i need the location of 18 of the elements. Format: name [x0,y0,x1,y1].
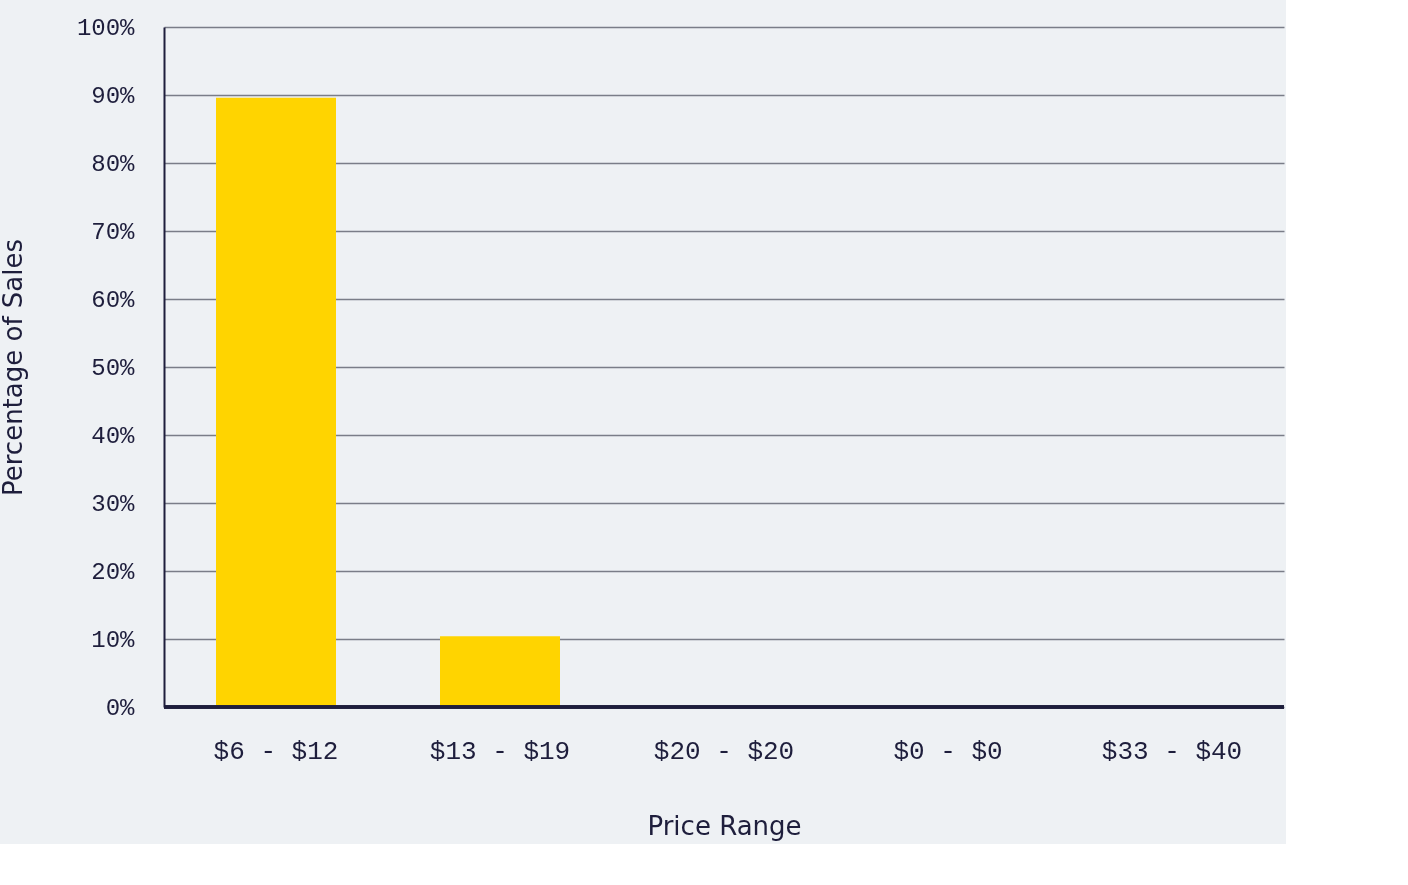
y-tick-label: 10% [91,626,136,654]
y-tick-label: 0% [105,694,136,722]
y-tick-label: 60% [91,286,136,314]
y-tick-label: 30% [91,490,136,518]
y-tick-label: 40% [91,422,136,450]
x-tick-label: $20 - $20 [653,736,795,767]
y-tick-label: 80% [91,150,136,178]
x-tick-label: $0 - $0 [893,736,1003,767]
y-axis-title: Percentage of Sales [0,238,28,497]
x-tick-label: $6 - $12 [213,736,339,767]
y-tick-label: 100% [76,14,136,42]
y-tick-label: 50% [91,354,136,382]
y-tick-label: 20% [91,558,136,586]
y-tick-label: 70% [91,218,136,246]
x-tick-label: $13 - $19 [429,736,571,767]
y-tick-label: 90% [91,82,136,110]
x-tick-label: $33 - $40 [1101,736,1243,767]
x-axis-title: Price Range [647,810,802,841]
